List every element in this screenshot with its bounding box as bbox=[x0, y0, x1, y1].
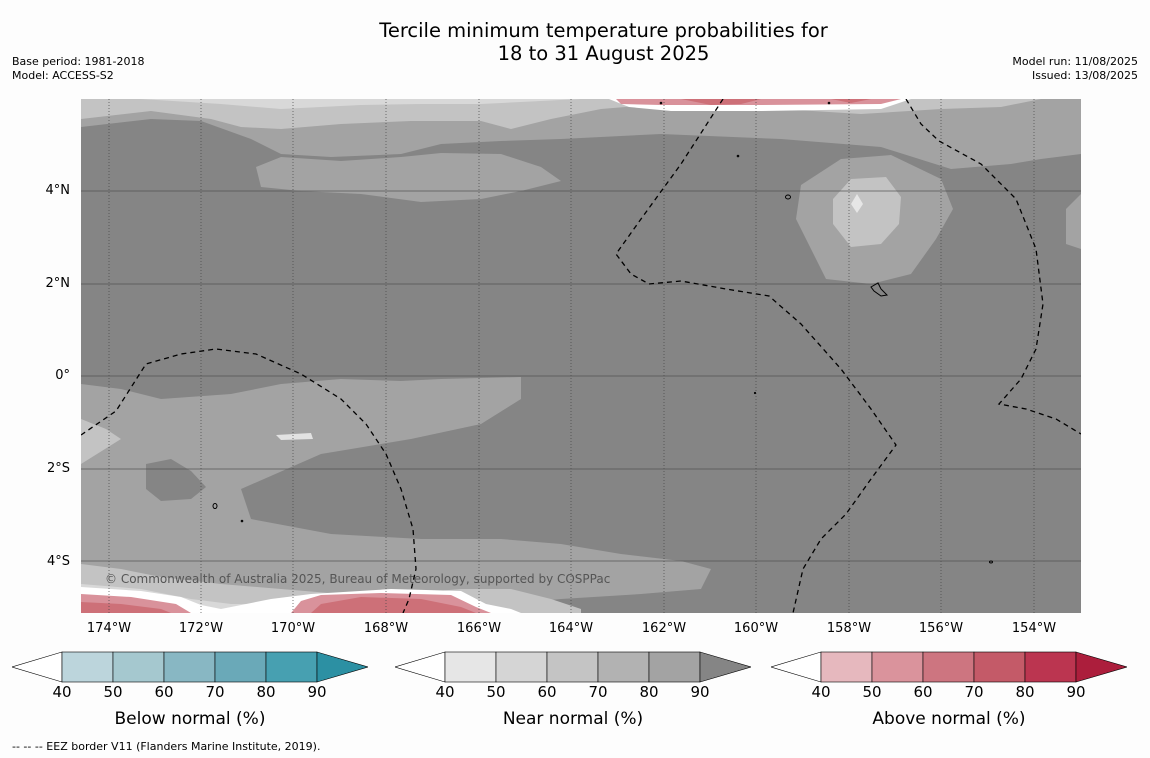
colorbar-near-tick: 50 bbox=[486, 683, 506, 701]
title-line-2: 18 to 31 August 2025 bbox=[497, 42, 710, 65]
issued-date: Issued: 13/08/2025 bbox=[1031, 69, 1138, 82]
colorbar-swatch bbox=[1024, 651, 1077, 683]
lat-label-2s: 2°S bbox=[46, 461, 70, 476]
near-80-north-lobe bbox=[256, 153, 561, 202]
lon-label-170w: 170°W bbox=[270, 621, 316, 636]
near-60-island-core bbox=[851, 194, 863, 213]
colorbar-swatch bbox=[495, 651, 548, 683]
colorbar-near-tick: 90 bbox=[690, 683, 710, 701]
colorbar-near-tick: 80 bbox=[639, 683, 659, 701]
lon-label-164w: 164°W bbox=[548, 621, 594, 636]
colorbar-swatch bbox=[163, 651, 216, 683]
near-70-southwest bbox=[81, 419, 121, 464]
above-south-70 bbox=[81, 597, 476, 613]
near-90-south-inlet bbox=[146, 459, 206, 501]
colorbar-above-normal: 40 50 60 70 80 90 Above normal (%) bbox=[771, 650, 1127, 732]
meta-left: Base period: 1981-2018 Model: ACCESS-S2 bbox=[12, 55, 144, 83]
colorbar-near-swatches bbox=[395, 651, 751, 683]
colorbar-above-swatches bbox=[771, 651, 1127, 683]
colorbar-swatch bbox=[546, 651, 599, 683]
colorbar-swatch bbox=[214, 651, 267, 683]
colorbar-swatch bbox=[61, 651, 114, 683]
near-80-east-patch bbox=[1066, 194, 1081, 249]
colorbar-swatch bbox=[922, 651, 975, 683]
lon-label-168w: 168°W bbox=[363, 621, 409, 636]
eez-footnote: -- -- -- EEZ border V11 (Flanders Marine… bbox=[12, 740, 321, 753]
map-panel bbox=[81, 99, 1081, 613]
latitude-gridlines bbox=[81, 190, 1081, 562]
colorbar-below-normal: 40 50 60 70 80 90 Below normal (%) bbox=[12, 650, 368, 732]
colorbar-above-tick: 50 bbox=[862, 683, 882, 701]
colorbar-swatch bbox=[265, 651, 318, 683]
lon-label-166w: 166°W bbox=[456, 621, 502, 636]
model-run: Model run: 11/08/2025 bbox=[1012, 55, 1138, 68]
map-canvas bbox=[81, 99, 1081, 613]
colorbar-above-tick: 70 bbox=[964, 683, 984, 701]
colorbar-below-tick: 50 bbox=[103, 683, 123, 701]
colorbar-extend-low bbox=[395, 651, 446, 683]
colorbar-below-label: Below normal (%) bbox=[114, 709, 266, 729]
colorbar-swatch bbox=[444, 651, 497, 683]
lon-label-172w: 172°W bbox=[178, 621, 224, 636]
lon-label-174w: 174°W bbox=[86, 621, 132, 636]
title-line-1: Tercile minimum temperature probabilitie… bbox=[379, 19, 828, 42]
colorbar-near-normal: 40 50 60 70 80 90 Near normal (%) bbox=[395, 650, 751, 732]
colorbar-swatch bbox=[871, 651, 924, 683]
colorbar-near-label: Near normal (%) bbox=[502, 709, 644, 729]
colorbar-near-tick: 60 bbox=[537, 683, 557, 701]
lon-label-154w: 154°W bbox=[1011, 621, 1057, 636]
colorbar-above-label: Above normal (%) bbox=[872, 709, 1026, 729]
colorbar-extend-low bbox=[12, 651, 63, 683]
lat-label-4s: 4°S bbox=[46, 554, 70, 569]
chart-title: Tercile minimum temperature probabilitie… bbox=[0, 19, 1150, 65]
colorbar-above-tick: 40 bbox=[811, 683, 831, 701]
colorbar-below-tick: 60 bbox=[154, 683, 174, 701]
colorbar-below-tick: 90 bbox=[307, 683, 327, 701]
lat-label-4n: 4°N bbox=[45, 183, 71, 198]
colorbar-swatch bbox=[112, 651, 165, 683]
lat-label-2n: 2°N bbox=[45, 276, 71, 291]
colorbar-below-swatches bbox=[12, 651, 368, 683]
colorbar-extend-high bbox=[316, 651, 368, 683]
near-70-white-streak bbox=[276, 433, 313, 440]
colorbar-extend-high bbox=[699, 651, 751, 683]
base-period: Base period: 1981-2018 bbox=[12, 55, 145, 68]
colorbar-below-tick: 80 bbox=[256, 683, 276, 701]
copyright-notice: © Commonwealth of Australia 2025, Bureau… bbox=[105, 572, 611, 586]
lon-label-158w: 158°W bbox=[826, 621, 872, 636]
colorbar-extend-low bbox=[771, 651, 822, 683]
lon-label-160w: 160°W bbox=[733, 621, 779, 636]
colorbar-swatch bbox=[648, 651, 701, 683]
colorbar-extend-high bbox=[1075, 651, 1127, 683]
near-60-north bbox=[141, 99, 581, 109]
model-name: Model: ACCESS-S2 bbox=[12, 69, 114, 82]
colorbar-above-tick: 60 bbox=[913, 683, 933, 701]
meta-right: Model run: 11/08/2025 Issued: 13/08/2025 bbox=[1012, 55, 1138, 83]
above-north-70 bbox=[681, 99, 871, 105]
colorbar-swatch bbox=[973, 651, 1026, 683]
lon-label-162w: 162°W bbox=[641, 621, 687, 636]
colorbar-above-tick: 80 bbox=[1015, 683, 1035, 701]
island-outlines bbox=[212, 101, 993, 564]
colorbar-near-tick: 70 bbox=[588, 683, 608, 701]
lon-label-156w: 156°W bbox=[918, 621, 964, 636]
colorbar-swatch bbox=[820, 651, 873, 683]
colorbar-swatch bbox=[597, 651, 650, 683]
near-80-south-band bbox=[81, 377, 711, 613]
colorbar-above-tick: 90 bbox=[1066, 683, 1086, 701]
near-70-island bbox=[833, 177, 901, 247]
colorbar-below-tick: 70 bbox=[205, 683, 225, 701]
eez-borders bbox=[81, 99, 1081, 613]
colorbar-near-tick: 40 bbox=[435, 683, 455, 701]
colorbar-below-tick: 40 bbox=[52, 683, 72, 701]
lat-label-0: 0° bbox=[55, 368, 70, 383]
